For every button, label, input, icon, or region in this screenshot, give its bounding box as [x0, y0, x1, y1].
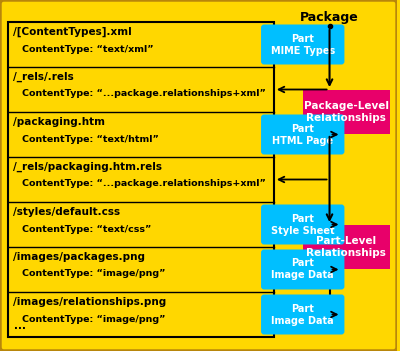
- Text: /images/packages.png: /images/packages.png: [13, 252, 145, 262]
- Text: Part-Level
Relationships: Part-Level Relationships: [306, 236, 386, 258]
- Text: /styles/default.css: /styles/default.css: [13, 207, 120, 217]
- FancyBboxPatch shape: [8, 22, 274, 337]
- Text: /_rels/packaging.htm.rels: /_rels/packaging.htm.rels: [13, 162, 162, 172]
- Text: Part
MIME Types: Part MIME Types: [271, 33, 335, 55]
- Text: /images/relationships.png: /images/relationships.png: [13, 297, 166, 307]
- Text: ContentType: “...package.relationships+xml”: ContentType: “...package.relationships+x…: [22, 90, 266, 99]
- Text: Part
Image Data: Part Image Data: [272, 304, 334, 325]
- Text: Package-Level
Relationships: Package-Level Relationships: [304, 101, 389, 123]
- FancyBboxPatch shape: [261, 114, 344, 154]
- Text: /packaging.htm: /packaging.htm: [13, 117, 105, 127]
- Text: Package: Package: [300, 11, 359, 24]
- FancyBboxPatch shape: [261, 25, 344, 65]
- FancyBboxPatch shape: [261, 205, 344, 245]
- Text: ContentType: “...package.relationships+xml”: ContentType: “...package.relationships+x…: [22, 179, 266, 188]
- Text: ContentType: “text/css”: ContentType: “text/css”: [22, 225, 151, 233]
- Text: Part
Style Sheet: Part Style Sheet: [271, 213, 334, 236]
- Text: /[ContentTypes].xml: /[ContentTypes].xml: [13, 27, 132, 37]
- FancyBboxPatch shape: [303, 90, 390, 134]
- Text: Part
Image Data: Part Image Data: [272, 258, 334, 280]
- Text: ContentType: “text/xml”: ContentType: “text/xml”: [22, 45, 154, 53]
- Text: Part
HTML Page: Part HTML Page: [272, 124, 333, 146]
- FancyBboxPatch shape: [303, 225, 390, 269]
- Text: ContentType: “image/png”: ContentType: “image/png”: [22, 314, 165, 324]
- FancyBboxPatch shape: [261, 294, 344, 335]
- Text: ContentType: “text/html”: ContentType: “text/html”: [22, 134, 159, 144]
- FancyBboxPatch shape: [261, 250, 344, 290]
- Text: ...: ...: [14, 321, 26, 331]
- Text: ContentType: “image/png”: ContentType: “image/png”: [22, 270, 165, 278]
- Text: /_rels/.rels: /_rels/.rels: [13, 72, 74, 82]
